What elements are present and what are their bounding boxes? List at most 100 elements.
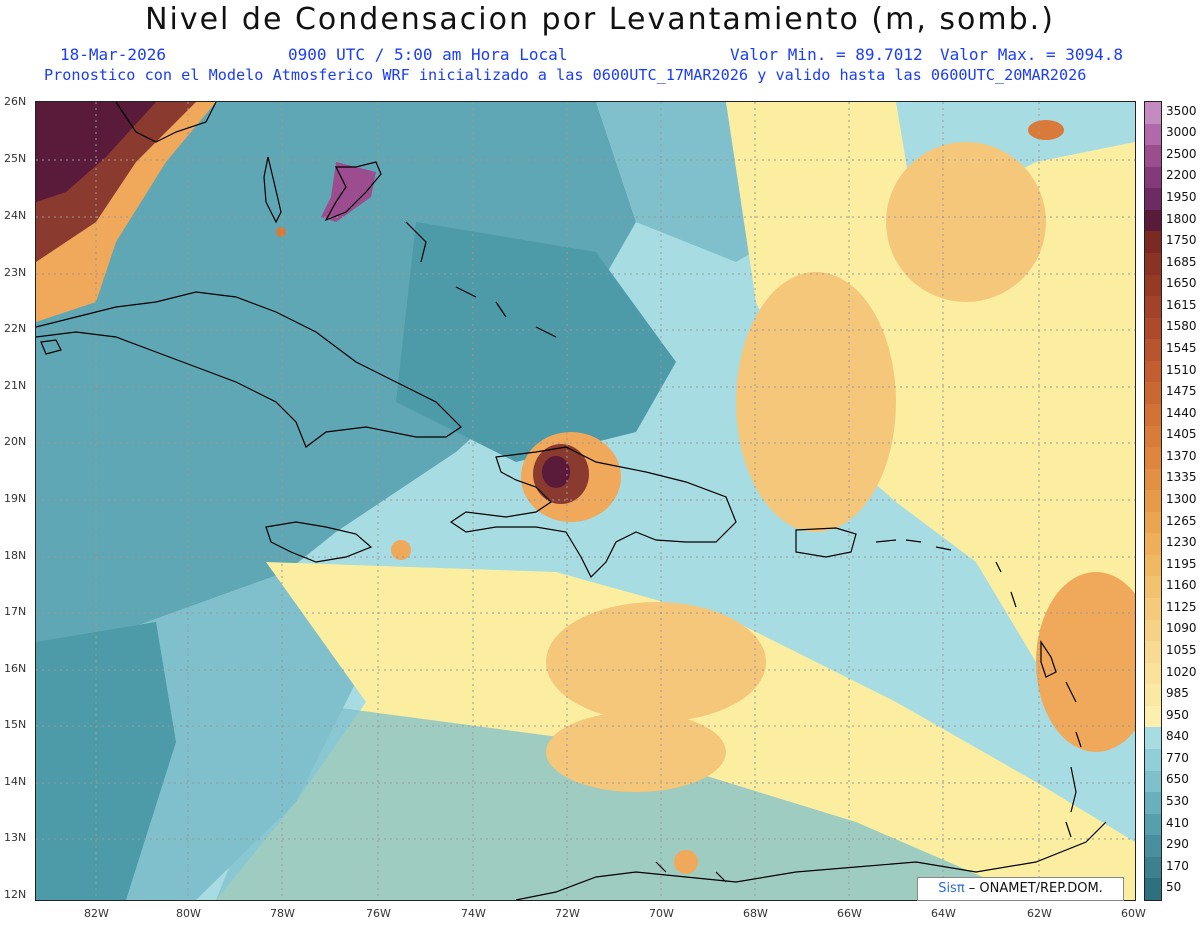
- min-value: Valor Min. = 89.7012: [730, 45, 923, 64]
- coast-aruba-curacao: [655, 861, 727, 883]
- colorbar-segment: [1145, 662, 1161, 685]
- colorbar-label: 1125: [1166, 599, 1197, 614]
- colorbar-label: 410: [1166, 815, 1189, 830]
- colorbar-label: 2200: [1166, 168, 1197, 183]
- lat-label-16n: 16N: [4, 662, 27, 675]
- colorbar-segment: [1145, 727, 1161, 750]
- lat-label-25n: 25N: [4, 152, 27, 165]
- colorbar-segment: [1145, 835, 1161, 858]
- colorbar-segment: [1145, 576, 1161, 599]
- colorbar-label: 290: [1166, 837, 1189, 852]
- coast-isla-juventud: [40, 339, 62, 355]
- colorbar-label: 1950: [1166, 190, 1197, 205]
- colorbar-segment: [1145, 296, 1161, 319]
- colorbar-segment: [1145, 792, 1161, 815]
- coast-virgin-islands: [875, 539, 952, 551]
- colorbar-label: 1545: [1166, 341, 1197, 356]
- lon-label-80w: 80W: [176, 907, 201, 920]
- lat-label-14n: 14N: [4, 775, 27, 788]
- colorbar-segment: [1145, 274, 1161, 297]
- colorbar-label: 1750: [1166, 233, 1197, 248]
- colorbar-segment: [1145, 770, 1161, 793]
- coast-bahamas-eleuthera: [324, 161, 382, 222]
- credit-logo-text: Sisπ: [938, 881, 965, 896]
- colorbar-label: 1230: [1166, 535, 1197, 550]
- coast-hispaniola: [449, 446, 737, 579]
- colorbar-label: 530: [1166, 793, 1189, 808]
- colorbar-label: 1300: [1166, 492, 1197, 506]
- colorbar-segment: [1145, 878, 1161, 901]
- lat-label-18n: 18N: [4, 549, 27, 562]
- colorbar-segment: [1145, 102, 1161, 125]
- colorbar-label: 1020: [1166, 664, 1197, 679]
- field-hispaniola-peak: [542, 456, 570, 488]
- coast-lesser-antilles: [995, 561, 1082, 838]
- colorbar-segment: [1145, 231, 1161, 254]
- colorbar-segment: [1145, 641, 1161, 664]
- colorbar-segment: [1145, 360, 1161, 383]
- colorbar-label: 3000: [1166, 125, 1197, 140]
- colorbar-label: 1160: [1166, 578, 1197, 593]
- graticule: [36, 102, 1135, 900]
- map-title: Nivel de Condensacion por Levantamiento …: [145, 2, 1055, 37]
- lat-label-26n: 26N: [4, 95, 27, 108]
- lon-label-82w: 82W: [84, 907, 109, 920]
- colorbar-label: 985: [1166, 686, 1189, 701]
- colorbar-segment: [1145, 468, 1161, 491]
- lon-label-72w: 72W: [555, 907, 580, 920]
- lon-label-74w: 74W: [461, 907, 486, 920]
- lat-label-17n: 17N: [4, 605, 27, 618]
- colorbar-segment: [1145, 447, 1161, 470]
- lon-label-62w: 62W: [1027, 907, 1052, 920]
- lon-label-66w: 66W: [837, 907, 862, 920]
- colorbar-segment: [1145, 813, 1161, 836]
- colorbar-segment: [1145, 490, 1161, 513]
- colorbar: [1144, 101, 1162, 901]
- colorbar-label: 770: [1166, 750, 1189, 765]
- colorbar-label: 1800: [1166, 211, 1197, 226]
- field-orange-southeast: [1036, 572, 1135, 752]
- coast-bahamas-andros: [263, 156, 282, 224]
- colorbar-label: 1650: [1166, 276, 1197, 291]
- colorbar-label: 1580: [1166, 319, 1197, 334]
- colorbar-segment: [1145, 598, 1161, 621]
- coast-puerto-rico: [795, 527, 857, 558]
- credit-org: – ONAMET/REP.DOM.: [964, 881, 1103, 896]
- map-panel: [35, 101, 1136, 901]
- colorbar-label: 170: [1166, 858, 1189, 873]
- colorbar-segment: [1145, 166, 1161, 189]
- lat-label-13n: 13N: [4, 831, 27, 844]
- colorbar-segment: [1145, 188, 1161, 211]
- colorbar-label: 1405: [1166, 427, 1197, 442]
- coast-south-america: [515, 821, 1107, 900]
- colorbar-segment: [1145, 511, 1161, 534]
- lat-label-23n: 23N: [4, 266, 27, 279]
- colorbar-segment: [1145, 554, 1161, 577]
- field-bahamas-dot: [276, 227, 286, 237]
- forecast-note: Pronostico con el Modelo Atmosferico WRF…: [44, 66, 1087, 84]
- field-small-orange-2: [674, 850, 698, 874]
- lon-label-76w: 76W: [366, 907, 391, 920]
- colorbar-segment: [1145, 145, 1161, 168]
- coast-florida: [115, 102, 217, 143]
- coast-cuba: [36, 291, 462, 448]
- colorbar-label: 950: [1166, 707, 1189, 722]
- field-orange-south-2: [546, 712, 726, 792]
- lon-label-60w: 60W: [1121, 907, 1146, 920]
- colorbar-label: 50: [1166, 880, 1182, 895]
- colorbar-label: 1265: [1166, 513, 1197, 528]
- lat-label-21n: 21N: [4, 379, 27, 392]
- colorbar-segment: [1145, 749, 1161, 772]
- coast-bahamas-south: [405, 221, 557, 338]
- colorbar-segment: [1145, 856, 1161, 879]
- colorbar-label: 1335: [1166, 470, 1197, 485]
- colorbar-segment: [1145, 533, 1161, 556]
- credit-box: Sisπ – ONAMET/REP.DOM.: [917, 877, 1124, 901]
- colorbar-label: 1475: [1166, 384, 1197, 399]
- colorbar-segment: [1145, 252, 1161, 276]
- colorbar-segment: [1145, 403, 1161, 426]
- field-central-teal: [396, 222, 676, 462]
- colorbar-label: 840: [1166, 729, 1189, 744]
- forecast-time: 0900 UTC / 5:00 am Hora Local: [288, 45, 568, 64]
- field-orange-east-2: [886, 142, 1046, 302]
